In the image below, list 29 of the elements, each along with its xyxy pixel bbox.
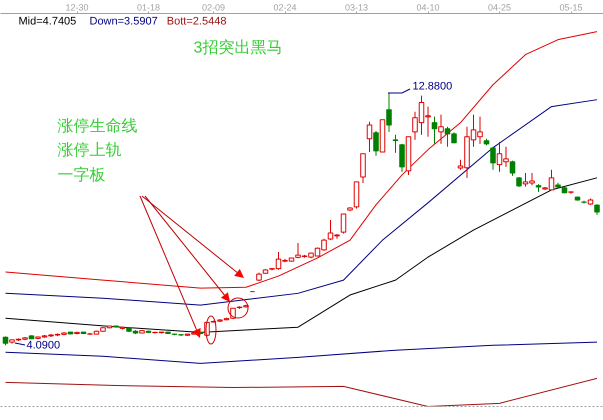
candlestick bbox=[340, 214, 346, 234]
candlestick bbox=[516, 176, 522, 188]
x-tick-label: 04-25 bbox=[488, 2, 512, 12]
candlestick bbox=[438, 114, 444, 144]
x-tick-label: 01-18 bbox=[136, 2, 160, 12]
annotation: 一字板 bbox=[58, 166, 106, 184]
x-tick-label: 02-24 bbox=[273, 2, 297, 12]
annotation: 12.8800 bbox=[412, 80, 452, 93]
candlestick bbox=[360, 153, 366, 184]
candlestick bbox=[373, 130, 379, 156]
candlestick bbox=[490, 146, 496, 170]
annotation: 涨停上轨 bbox=[58, 140, 122, 159]
annotation: 4.0900 bbox=[26, 339, 60, 352]
annotation: 3招突出黑马 bbox=[194, 38, 282, 57]
x-tick-label: 12-30 bbox=[65, 2, 89, 12]
candlestick bbox=[510, 160, 516, 176]
x-tick-label: 03-13 bbox=[344, 2, 368, 12]
x-tick-label: 02-09 bbox=[202, 2, 226, 12]
candlestick bbox=[386, 92, 392, 132]
candlestick bbox=[432, 116, 438, 144]
candlestick bbox=[392, 134, 398, 154]
text: Bott=2.5448 bbox=[166, 16, 226, 28]
x-tick-label: 05-15 bbox=[559, 2, 583, 12]
text: Down=3.5907 bbox=[90, 16, 158, 28]
annotation: 涨停生命线 bbox=[58, 116, 138, 135]
x-tick-label: 04-10 bbox=[416, 2, 440, 12]
text: Mid=4.7405 bbox=[18, 16, 76, 28]
candlestick bbox=[366, 121, 372, 152]
candlestick bbox=[399, 143, 405, 172]
